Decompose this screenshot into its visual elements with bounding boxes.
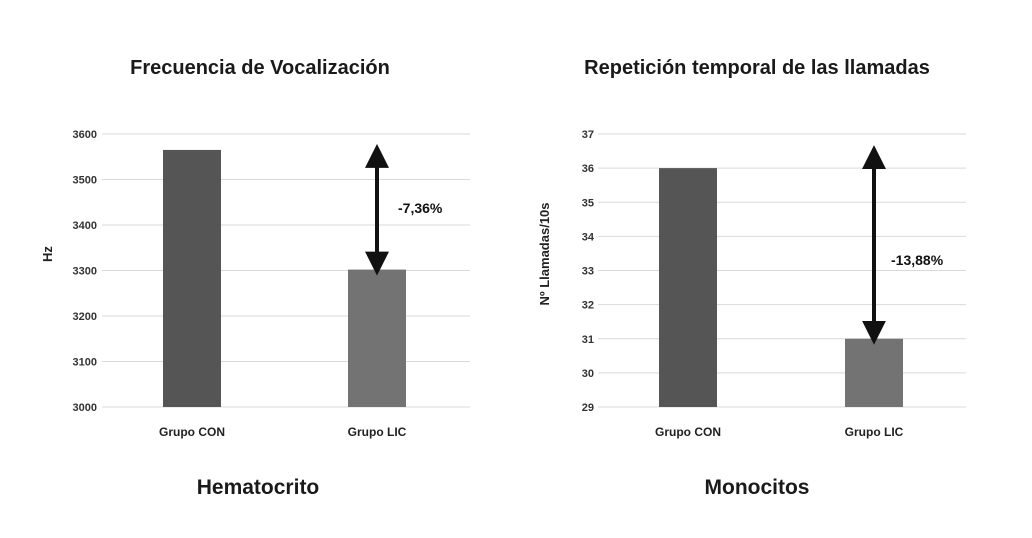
bar-grupo-lic xyxy=(845,338,903,407)
chart-caption: Monocitos xyxy=(705,476,810,499)
x-category-label: Grupo LIC xyxy=(348,425,407,439)
y-tick-label: 31 xyxy=(582,334,594,346)
chart-title: Repetición temporal de las llamadas xyxy=(584,57,930,79)
y-tick-label: 3500 xyxy=(73,175,97,187)
y-tick-label: 29 xyxy=(582,402,594,414)
y-tick-label: 3300 xyxy=(73,266,97,278)
bar-grupo-con xyxy=(659,168,717,407)
bar-grupo-con xyxy=(163,149,221,408)
y-tick-label: 3100 xyxy=(73,357,97,369)
y-tick-label: 37 xyxy=(582,129,594,141)
chart-1: Frecuencia de Vocalización 3000 3100 3200 33… xyxy=(40,57,470,499)
y-tick-label: 33 xyxy=(582,266,594,278)
x-category-label: Grupo CON xyxy=(159,425,225,439)
y-axis-label: Hz xyxy=(40,246,55,262)
y-tick-label: 3400 xyxy=(73,220,97,232)
y-tick-label: 34 xyxy=(582,231,595,243)
chart-caption: Hematocrito xyxy=(197,476,320,499)
y-tick-label: 3600 xyxy=(73,129,97,141)
chart-2: Repetición temporal de las llamadas 29 30 3… xyxy=(537,57,966,499)
difference-label: -13,88% xyxy=(891,252,944,268)
chart-title: Frecuencia de Vocalización xyxy=(130,57,390,79)
x-category-label: Grupo LIC xyxy=(845,425,904,439)
y-tick-label: 35 xyxy=(582,197,594,209)
difference-label: -7,36% xyxy=(398,200,443,216)
y-tick-label: 32 xyxy=(582,300,594,312)
y-tick-label: 3200 xyxy=(73,311,97,323)
x-category-label: Grupo CON xyxy=(655,425,721,439)
y-tick-label: 30 xyxy=(582,368,594,380)
bar-grupo-lic xyxy=(348,269,406,407)
y-axis-label: Nº Llamadas/10s xyxy=(537,202,552,305)
y-tick-label: 36 xyxy=(582,163,594,175)
y-tick-label: 3000 xyxy=(73,402,97,414)
